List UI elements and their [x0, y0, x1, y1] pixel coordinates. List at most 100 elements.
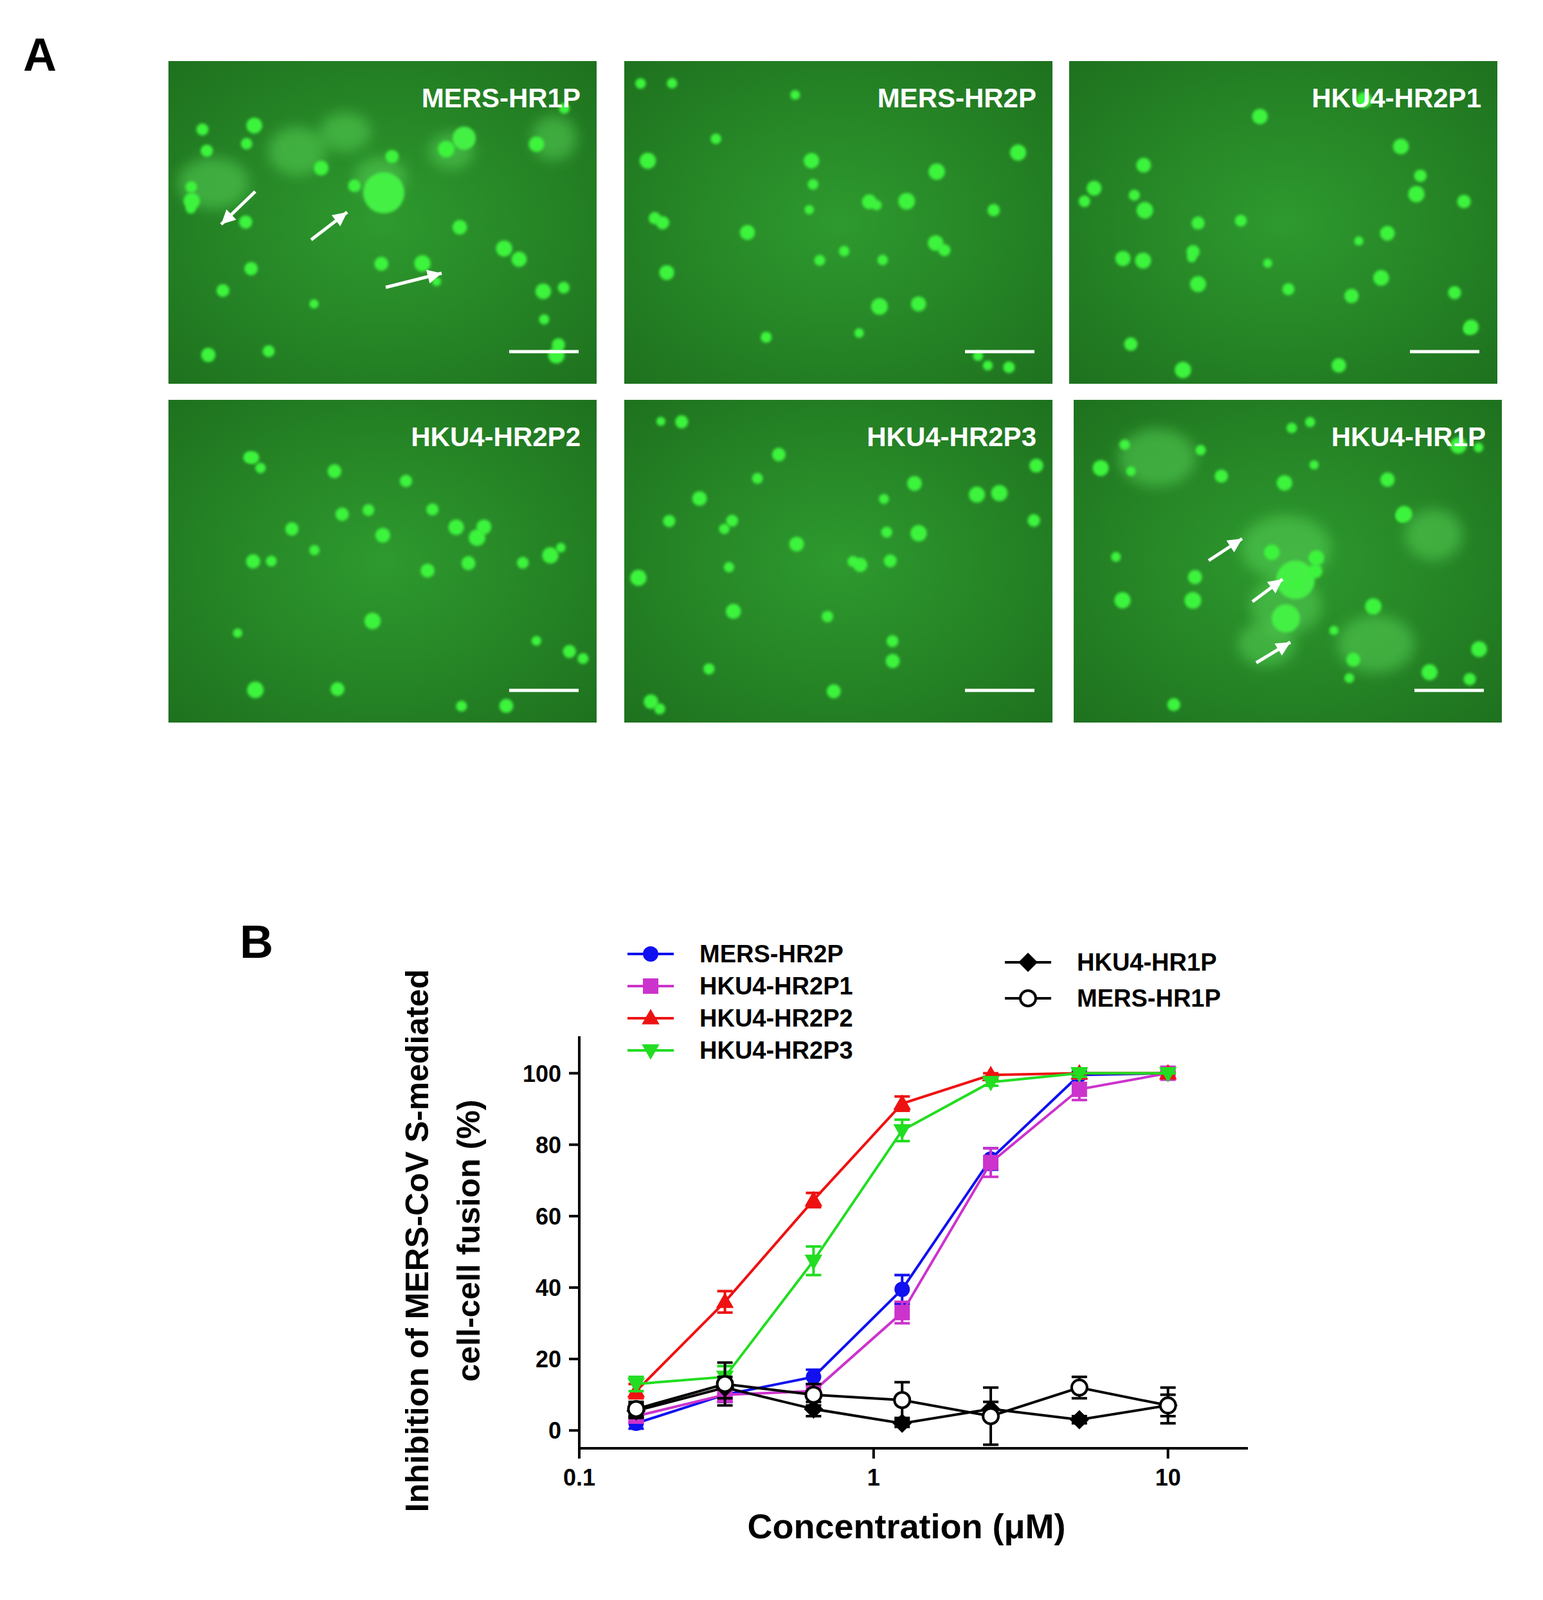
micrograph	[624, 399, 1053, 723]
fused-cell	[1118, 428, 1196, 487]
cell	[1380, 225, 1396, 241]
cell	[201, 347, 216, 362]
error-bar-cap	[717, 1404, 733, 1407]
cell	[1309, 460, 1319, 470]
scale-bar	[1409, 350, 1480, 354]
cell	[814, 255, 826, 267]
micrograph-background	[168, 399, 597, 723]
cell	[907, 476, 922, 492]
data-point	[893, 1124, 912, 1140]
cell	[1126, 466, 1137, 476]
plot-data	[626, 1064, 1178, 1445]
micrograph	[1069, 61, 1498, 384]
error-bar-cap	[717, 1361, 733, 1365]
cell	[853, 558, 868, 573]
x-tick-label: 10	[1155, 1464, 1182, 1491]
fused-cell	[1404, 509, 1463, 561]
cell	[928, 163, 945, 180]
cell	[327, 464, 342, 478]
cell	[1252, 108, 1268, 125]
data-point	[981, 1076, 1000, 1092]
arrow-shaft	[1256, 642, 1291, 663]
cell	[468, 529, 486, 547]
cell	[886, 635, 899, 648]
error-bar-cap	[983, 1443, 999, 1446]
cell	[991, 484, 1008, 501]
cell	[1373, 270, 1389, 286]
cell	[285, 522, 299, 537]
data-point	[628, 1401, 644, 1417]
cell	[556, 543, 566, 553]
cell	[1167, 698, 1181, 712]
x-tick	[1166, 1448, 1170, 1459]
cell	[1276, 475, 1293, 491]
error-bar-cap	[717, 1311, 733, 1315]
scale-bar	[509, 350, 579, 354]
image-title: HKU4-HR1P	[1331, 421, 1486, 452]
cell	[1305, 417, 1316, 428]
cell	[1421, 664, 1438, 681]
cell	[200, 144, 213, 157]
cell	[183, 192, 200, 210]
cell	[983, 360, 993, 371]
error-bar	[894, 1382, 910, 1419]
data-point	[805, 1369, 822, 1385]
error-bar	[1160, 1388, 1176, 1425]
micrograph	[1073, 399, 1502, 723]
cell	[335, 507, 350, 522]
scale-bar	[965, 350, 1035, 354]
data-point	[893, 1094, 912, 1110]
data-point	[717, 1376, 733, 1392]
cell	[635, 78, 646, 89]
micrograph-background	[1073, 399, 1502, 723]
data-point	[983, 1154, 999, 1171]
micrograph	[624, 61, 1053, 384]
cell	[452, 219, 467, 235]
cell	[1292, 579, 1302, 589]
cell	[1353, 236, 1363, 246]
cell	[1110, 552, 1121, 562]
x-axis-label: Concentration (μM)	[747, 1506, 1066, 1546]
cell	[243, 451, 256, 464]
y-tick	[568, 1143, 580, 1147]
bright-cell	[1271, 604, 1300, 633]
error-bar-cap	[805, 1382, 822, 1386]
cell	[803, 153, 820, 169]
cell	[710, 133, 722, 145]
cell	[760, 331, 772, 343]
cell	[662, 514, 676, 528]
cell	[1393, 138, 1409, 155]
error-bar	[628, 1402, 644, 1417]
cell	[1002, 361, 1015, 373]
legend-label: HKU4-HR1P	[1076, 948, 1217, 976]
cell	[448, 519, 465, 535]
error-bar	[894, 1301, 910, 1324]
legend-marker	[1018, 952, 1038, 973]
cell	[911, 296, 926, 312]
arrow-head	[1274, 642, 1291, 656]
data-point	[983, 1408, 999, 1425]
cell	[420, 563, 435, 578]
cell	[1135, 252, 1152, 269]
image-title: MERS-HR1P	[421, 82, 581, 114]
cell	[246, 554, 261, 569]
error-bar-cap	[1160, 1386, 1176, 1390]
cell	[511, 252, 528, 268]
cell	[898, 192, 915, 210]
y-tick-label: 100	[522, 1060, 562, 1088]
legend-label: MERS-HR2P	[699, 940, 844, 968]
cell	[1463, 673, 1476, 686]
y-axis-label: Inhibition of MERS-CoV S-mediated	[399, 969, 436, 1513]
cell	[364, 612, 381, 629]
cell	[1115, 250, 1131, 267]
cell	[241, 138, 253, 150]
cell	[821, 610, 834, 623]
cell	[1086, 180, 1102, 196]
cell	[772, 448, 786, 462]
error-bar-cap	[628, 1375, 644, 1379]
fused-cell	[178, 157, 249, 209]
legend-label: HKU4-HR2P3	[699, 1037, 854, 1065]
y-tick	[568, 1357, 580, 1361]
micrograph-background	[1069, 61, 1498, 384]
scale-bar	[965, 689, 1035, 693]
